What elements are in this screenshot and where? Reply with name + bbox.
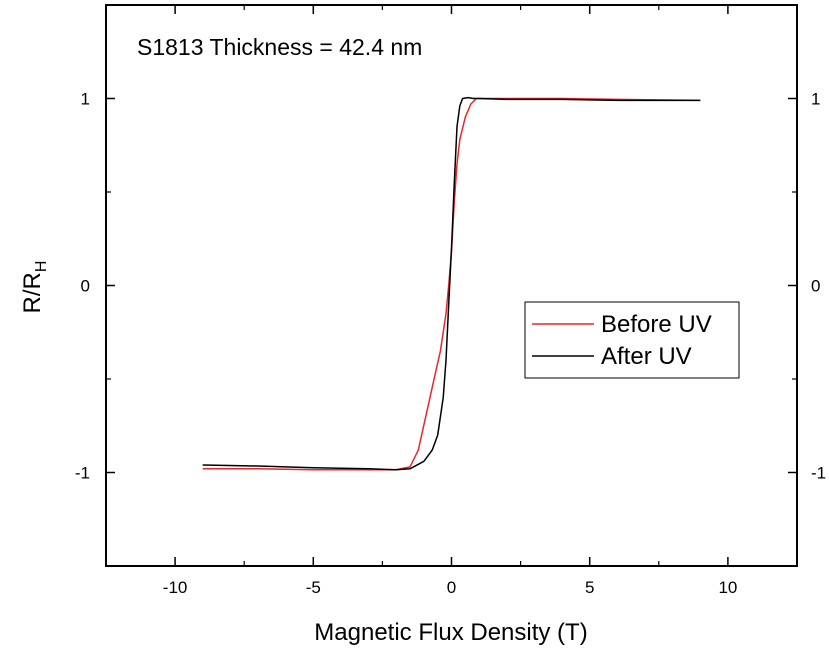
y-axis-title: R/RH	[19, 261, 50, 314]
annotation-text: S1813 Thickness = 42.4 nm	[137, 34, 422, 60]
x-axis-title: Magnetic Flux Density (T)	[314, 619, 587, 646]
legend: Before UV After UV	[524, 301, 740, 379]
legend-label-before-uv: Before UV	[601, 311, 712, 338]
y-tick-label-left: -1	[75, 464, 90, 483]
legend-label-after-uv: After UV	[601, 343, 692, 370]
x-tick-label: 5	[585, 578, 594, 597]
series-line-before-uv	[202, 97, 701, 471]
series-line-after-uv	[202, 96, 701, 471]
y-axis-title-main: R/R	[19, 272, 46, 313]
legend-box	[524, 301, 740, 379]
plot-frame	[105, 4, 798, 567]
x-tick-label: 10	[718, 578, 737, 597]
y-axis-title-subscript: H	[33, 261, 50, 273]
x-ticks: -10 -5 0 5 10	[163, 5, 737, 597]
x-tick-label: -10	[163, 578, 188, 597]
series-layer	[202, 96, 701, 471]
y-tick-label-left: 1	[81, 90, 90, 109]
x-tick-label: -5	[306, 578, 321, 597]
y-tick-label-right: -1	[811, 464, 826, 483]
y-tick-label-right: 0	[811, 277, 820, 296]
y-ticks: -1 -1 0 0 1 1	[75, 90, 826, 483]
y-tick-label-right: 1	[811, 90, 820, 109]
x-tick-label: 0	[447, 578, 456, 597]
y-tick-label-left: 0	[81, 277, 90, 296]
